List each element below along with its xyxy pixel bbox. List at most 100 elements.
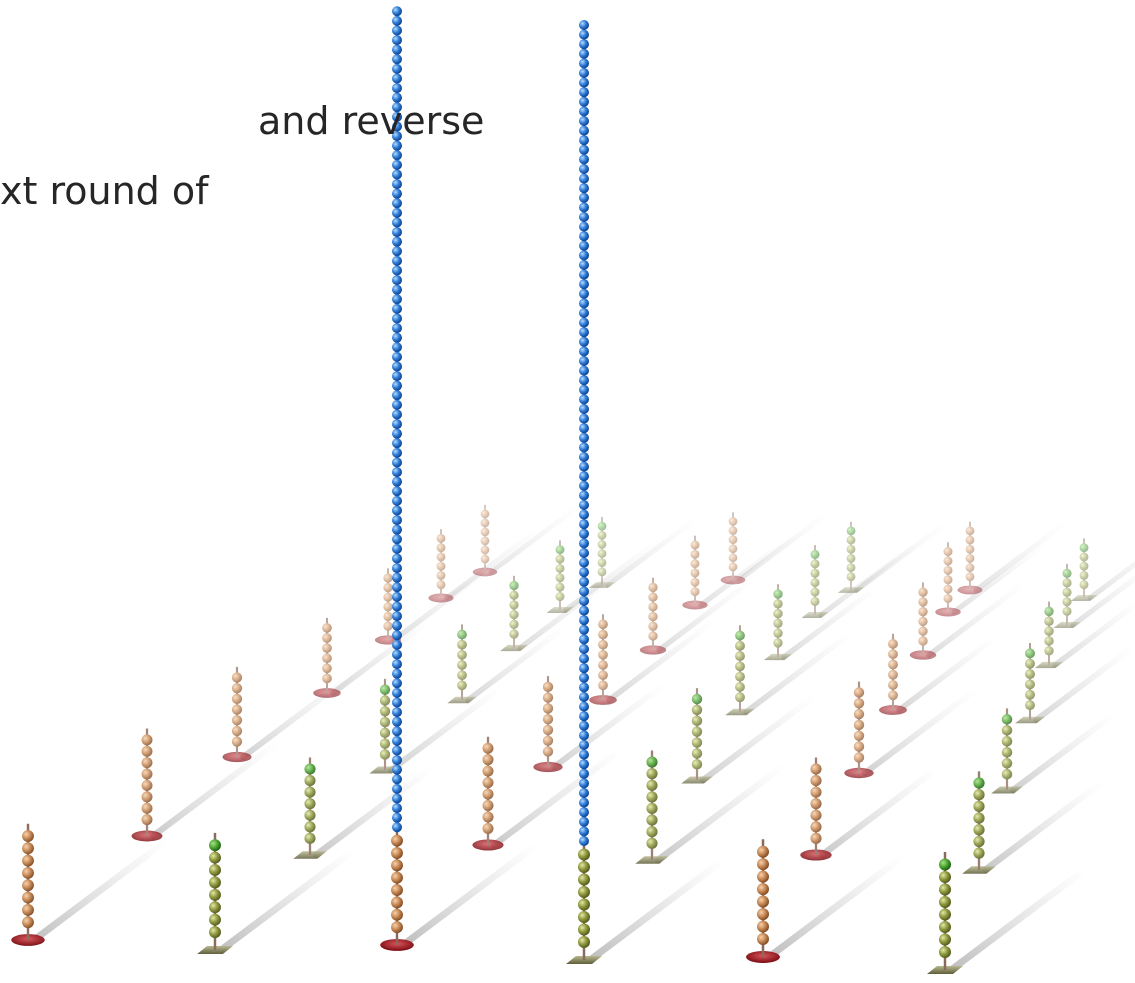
bead	[735, 631, 745, 641]
blue-bead	[392, 45, 402, 55]
bead	[509, 629, 518, 638]
bead	[810, 833, 821, 844]
bead	[735, 641, 745, 651]
peg	[681, 688, 712, 783]
blue-bead	[392, 630, 402, 640]
bead	[939, 934, 951, 946]
bead	[509, 581, 518, 590]
bead	[966, 563, 975, 572]
blue-bead	[392, 640, 402, 650]
bead	[1044, 646, 1053, 655]
bead	[304, 821, 315, 832]
bead	[691, 578, 700, 587]
bead	[773, 599, 782, 608]
blue-bead	[392, 822, 402, 832]
bead	[543, 736, 553, 746]
blue-bead	[392, 649, 402, 659]
blue-bead	[392, 697, 402, 707]
bead	[966, 545, 975, 554]
bead	[1062, 597, 1071, 606]
blue-bead	[392, 189, 402, 199]
blue-bead	[392, 496, 402, 506]
bead	[648, 612, 657, 621]
bead	[810, 810, 821, 821]
bead	[482, 777, 493, 788]
blue-bead	[392, 736, 402, 746]
blue-bead	[392, 25, 402, 35]
blue-bead	[579, 673, 589, 683]
bead	[646, 780, 657, 791]
bead	[457, 670, 467, 680]
blue-bead	[579, 289, 589, 299]
bead	[691, 568, 700, 577]
bead	[391, 835, 403, 847]
peg	[533, 676, 562, 772]
blue-bead	[579, 606, 589, 616]
bead	[437, 534, 446, 543]
bead	[304, 775, 315, 786]
blue-bead	[579, 68, 589, 78]
blue-bead	[579, 135, 589, 145]
peg	[1053, 564, 1080, 628]
blue-bead	[392, 265, 402, 275]
bead	[142, 791, 153, 802]
bead	[457, 660, 467, 670]
bead	[380, 749, 390, 759]
peg-shadow	[658, 764, 786, 860]
blue-bead	[579, 212, 589, 222]
bead	[973, 848, 984, 859]
blue-bead	[579, 394, 589, 404]
blue-bead	[392, 227, 402, 237]
bead	[757, 908, 769, 920]
peg	[801, 545, 828, 618]
blue-bead	[392, 313, 402, 323]
bead	[383, 573, 392, 582]
blue-bead	[392, 515, 402, 525]
blue-bead	[579, 510, 589, 520]
blue-bead	[579, 788, 589, 798]
blue-bead	[392, 429, 402, 439]
blue-bead	[579, 644, 589, 654]
bead	[692, 694, 702, 704]
blue-bead	[579, 558, 589, 568]
blue-bead	[392, 381, 402, 391]
blue-bead	[392, 448, 402, 458]
bead	[888, 660, 898, 670]
blue-bead	[392, 246, 402, 256]
blue-bead	[579, 750, 589, 760]
bead	[481, 555, 490, 564]
blue-bead	[579, 222, 589, 232]
bead	[391, 859, 403, 871]
peg-shadow	[821, 546, 914, 615]
peg	[132, 729, 163, 842]
blue-bead	[392, 573, 402, 583]
bead	[1062, 569, 1071, 578]
bead	[847, 554, 856, 563]
bead	[556, 564, 565, 573]
bead	[380, 728, 390, 738]
blue-bead	[579, 116, 589, 126]
blue-bead	[579, 337, 589, 347]
pegs	[11, 6, 1097, 974]
bead	[457, 630, 467, 640]
bead	[142, 814, 153, 825]
bead	[691, 550, 700, 559]
bead	[810, 787, 821, 798]
blue-bead	[392, 813, 402, 823]
blue-bead	[392, 342, 402, 352]
bead	[735, 651, 745, 661]
peg	[1035, 602, 1063, 669]
bead	[973, 812, 984, 823]
bead	[578, 861, 590, 873]
bead	[380, 717, 390, 727]
blue-bead	[392, 592, 402, 602]
bead	[1002, 758, 1013, 769]
bead	[556, 592, 565, 601]
blue-bead	[392, 352, 402, 362]
bead	[22, 892, 34, 904]
bead	[391, 921, 403, 933]
bead	[973, 824, 984, 835]
bead	[810, 763, 821, 774]
peg	[380, 6, 414, 951]
bead	[481, 519, 490, 528]
